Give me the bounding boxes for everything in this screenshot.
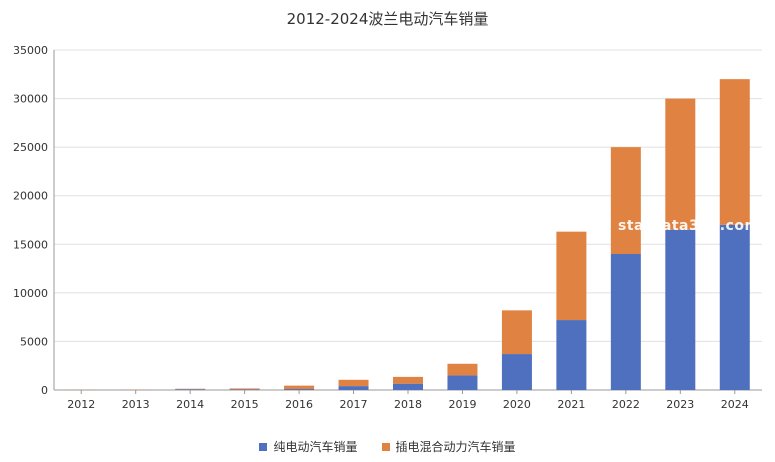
bar-phev-2016 (284, 385, 315, 390)
bar-bev-2018 (393, 383, 423, 390)
chart-title: 2012-2024波兰电动汽车销量 (286, 10, 489, 28)
x-tick-label: 2021 (557, 398, 585, 411)
x-tick-label: 2014 (176, 398, 204, 411)
legend-item-bev[interactable]: 纯电动汽车销量 (259, 438, 358, 455)
bar-phev-2024 (719, 79, 750, 225)
y-tick-label: 20000 (13, 190, 48, 203)
x-tick-label: 2020 (503, 398, 531, 411)
bar-bev-2021 (556, 320, 587, 390)
bar-bev-2017 (338, 386, 369, 390)
bar-bev-2019 (447, 375, 478, 390)
y-tick-label: 0 (41, 384, 48, 397)
legend-label-phev: 插电混合动力汽车销量 (395, 440, 516, 454)
y-tick-label: 15000 (13, 238, 48, 251)
legend-item-phev[interactable]: 插电混合动力汽车销量 (381, 438, 516, 455)
bar-phev-2022 (610, 147, 641, 254)
bar-bev-2022 (610, 254, 641, 390)
bar-phev-2018 (393, 376, 423, 384)
bar-bev-2016 (284, 389, 315, 390)
bar-phev-2020 (501, 310, 532, 355)
bar-bev-2015 (229, 389, 260, 390)
x-tick-label: 2018 (394, 398, 422, 411)
y-tick-label: 30000 (13, 93, 48, 106)
legend: 纯电动汽车销量 插电混合动力汽车销量 (0, 438, 775, 455)
legend-swatch-phev (381, 442, 390, 451)
x-tick-label: 2016 (285, 398, 313, 411)
y-tick-label: 10000 (13, 287, 48, 300)
bar-bev-2020 (501, 354, 532, 390)
bar-bev-2014 (175, 389, 206, 390)
x-tick-label: 2023 (666, 398, 694, 411)
legend-label-bev: 纯电动汽车销量 (273, 440, 358, 454)
x-tick-label: 2022 (612, 398, 640, 411)
y-tick-label: 35000 (13, 44, 48, 57)
x-tick-label: 2012 (67, 398, 95, 411)
bar-bev-2023 (665, 229, 696, 390)
bar-phev-2015 (229, 388, 260, 390)
x-tick-label: 2019 (448, 398, 476, 411)
x-tick-label: 2013 (122, 398, 150, 411)
bar-phev-2017 (338, 379, 369, 387)
watermark: stardata360.com (618, 218, 760, 234)
bar-phev-2019 (447, 363, 478, 376)
bar-phev-2023 (665, 98, 696, 230)
y-tick-label: 25000 (13, 141, 48, 154)
x-tick-label: 2015 (231, 398, 259, 411)
x-tick-label: 2024 (721, 398, 749, 411)
x-tick-label: 2017 (340, 398, 368, 411)
legend-swatch-bev (259, 442, 268, 451)
bar-phev-2021 (556, 231, 587, 321)
bar-bev-2024 (719, 224, 750, 390)
y-tick-label: 5000 (20, 335, 48, 348)
